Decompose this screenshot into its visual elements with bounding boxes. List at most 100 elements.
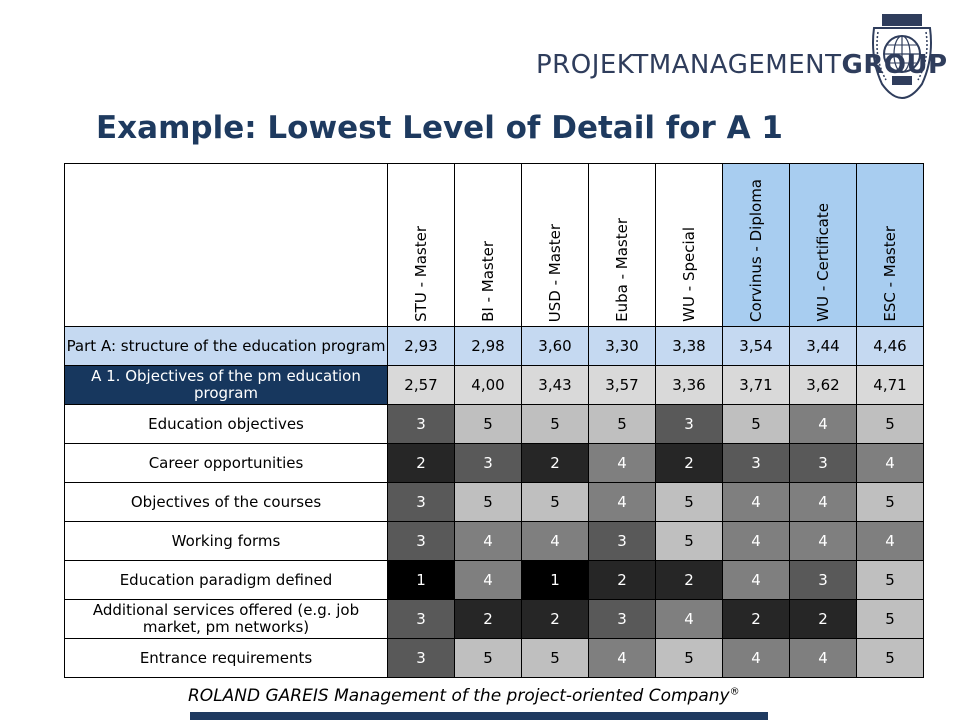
score-cell: 4	[588, 638, 656, 678]
university-seal-logo	[872, 14, 932, 100]
column-header-label: USD - Master	[546, 223, 564, 322]
column-header-label: WU - Special	[680, 227, 698, 322]
score-cell: 4	[722, 560, 790, 600]
footer-bar	[190, 712, 768, 720]
score-cell: 4	[789, 482, 857, 522]
score-cell: 5	[856, 482, 924, 522]
score-cell: 5	[722, 404, 790, 444]
corner-cell	[64, 163, 388, 327]
score-cell: 1	[521, 560, 589, 600]
score-cell: 2	[789, 599, 857, 639]
table-row: Career opportunities 2 3 2 4 2 3 3 4	[64, 443, 924, 483]
score-cell: 5	[454, 638, 522, 678]
score-cell: 5	[655, 521, 723, 561]
score-cell: 3,57	[588, 365, 656, 405]
table-row: Entrance requirements 3 5 5 4 5 4 4 5	[64, 638, 924, 678]
score-cell: 3,71	[722, 365, 790, 405]
column-header-row: STU - Master BI - Master USD - Master Euba …	[64, 163, 924, 327]
score-cell: 2	[655, 443, 723, 483]
score-cell: 3	[387, 599, 455, 639]
score-cell: 5	[521, 482, 589, 522]
column-header-label: BI - Master	[479, 241, 497, 322]
score-cell: 4,71	[856, 365, 924, 405]
row-label: Objectives of the courses	[64, 482, 388, 522]
score-cell: 3	[588, 599, 656, 639]
row-label: Additional services offered (e.g. job ma…	[64, 599, 388, 639]
score-cell: 5	[454, 404, 522, 444]
score-cell: 2	[387, 443, 455, 483]
score-cell: 2	[521, 599, 589, 639]
column-header: WU - Special	[655, 163, 723, 327]
score-cell: 2	[655, 560, 723, 600]
score-cell: 2,57	[387, 365, 455, 405]
score-cell: 3	[722, 443, 790, 483]
row-label: Education paradigm defined	[64, 560, 388, 600]
row-label: Entrance requirements	[64, 638, 388, 678]
score-cell: 3,62	[789, 365, 857, 405]
score-cell: 4	[655, 599, 723, 639]
score-cell: 5	[454, 482, 522, 522]
footer-text: ROLAND GAREIS Management of the project-…	[188, 686, 730, 706]
registered-mark: ®	[729, 686, 740, 698]
row-label: Working forms	[64, 521, 388, 561]
score-cell: 5	[655, 482, 723, 522]
score-cell: 3	[387, 482, 455, 522]
column-header-label: STU - Master	[412, 226, 430, 322]
row-label: Part A: structure of the education progr…	[64, 326, 388, 366]
score-cell: 4	[588, 443, 656, 483]
score-cell: 5	[655, 638, 723, 678]
score-cell: 4	[856, 443, 924, 483]
score-cell: 4	[789, 521, 857, 561]
score-cell: 5	[856, 599, 924, 639]
column-header-label: Euba - Master	[613, 218, 631, 322]
score-cell: 3,30	[588, 326, 656, 366]
evaluation-table: STU - Master BI - Master USD - Master Euba …	[64, 163, 924, 678]
score-cell: 3,36	[655, 365, 723, 405]
score-cell: 2,98	[454, 326, 522, 366]
score-cell: 3,54	[722, 326, 790, 366]
column-header-label: WU - Certificate	[814, 203, 832, 322]
score-cell: 3	[655, 404, 723, 444]
score-cell: 3,43	[521, 365, 589, 405]
score-cell: 4	[789, 638, 857, 678]
column-header-label: ESC - Master	[881, 226, 899, 322]
score-cell: 5	[856, 560, 924, 600]
score-cell: 4	[856, 521, 924, 561]
slide-title: Example: Lowest Level of Detail for A 1	[96, 110, 783, 146]
column-header: ESC - Master	[856, 163, 924, 327]
column-header: USD - Master	[521, 163, 589, 327]
table-row: Objectives of the courses 3 5 5 4 5 4 4 5	[64, 482, 924, 522]
table-row: Education objectives 3 5 5 5 3 5 4 5	[64, 404, 924, 444]
brand-header: PROJEKTMANAGEMENTGROUP	[536, 14, 947, 100]
score-cell: 4	[722, 521, 790, 561]
score-cell: 2	[588, 560, 656, 600]
score-cell: 5	[856, 638, 924, 678]
score-cell: 2	[521, 443, 589, 483]
footer-credit: ROLAND GAREIS Management of the project-…	[188, 686, 740, 706]
score-cell: 5	[856, 404, 924, 444]
score-cell: 3,38	[655, 326, 723, 366]
score-cell: 2	[722, 599, 790, 639]
score-cell: 3	[387, 521, 455, 561]
score-cell: 3	[387, 404, 455, 444]
column-header: Euba - Master	[588, 163, 656, 327]
score-cell: 4	[789, 404, 857, 444]
score-cell: 4	[521, 521, 589, 561]
score-cell: 4,00	[454, 365, 522, 405]
brand-prefix: PROJEKTMANAGEMENT	[536, 50, 842, 80]
table-body: Part A: structure of the education progr…	[64, 326, 924, 678]
score-cell: 3	[588, 521, 656, 561]
table-row: Working forms 3 4 4 3 5 4 4 4	[64, 521, 924, 561]
score-cell: 3	[789, 560, 857, 600]
column-header: BI - Master	[454, 163, 522, 327]
score-cell: 5	[588, 404, 656, 444]
score-cell: 4	[454, 560, 522, 600]
score-cell: 5	[521, 404, 589, 444]
table-row: Education paradigm defined 1 4 1 2 2 4 3 5	[64, 560, 924, 600]
score-cell: 2	[454, 599, 522, 639]
table-row: A 1. Objectives of the pm education prog…	[64, 365, 924, 405]
score-cell: 4	[588, 482, 656, 522]
score-cell: 3,44	[789, 326, 857, 366]
column-header: Corvinus - Diploma	[722, 163, 790, 327]
column-header-label: Corvinus - Diploma	[747, 178, 765, 322]
